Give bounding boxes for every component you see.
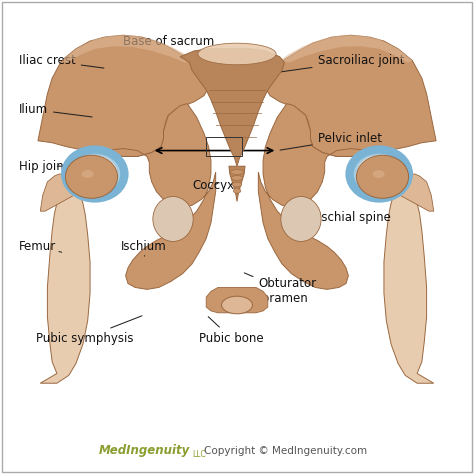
Text: MedIngenuity: MedIngenuity — [98, 444, 190, 457]
Ellipse shape — [82, 170, 93, 178]
Polygon shape — [396, 174, 434, 211]
Ellipse shape — [221, 296, 252, 314]
Ellipse shape — [153, 197, 193, 241]
Text: Pelvis & hip anatomy: Pelvis & hip anatomy — [14, 401, 247, 421]
Polygon shape — [384, 188, 434, 383]
Circle shape — [65, 155, 118, 198]
Polygon shape — [38, 35, 209, 156]
Polygon shape — [40, 174, 78, 211]
Polygon shape — [206, 287, 268, 313]
Text: Obturator
foramen: Obturator foramen — [244, 273, 317, 305]
Text: LLC: LLC — [192, 450, 206, 459]
Ellipse shape — [63, 147, 127, 201]
Text: Pubic bone: Pubic bone — [199, 317, 264, 345]
Text: Iliac crest: Iliac crest — [19, 54, 104, 68]
Text: Femur: Femur — [19, 240, 62, 253]
Ellipse shape — [233, 189, 241, 193]
Text: Ischial spine: Ischial spine — [294, 210, 391, 224]
Polygon shape — [40, 188, 90, 383]
Text: Base of sacrum: Base of sacrum — [123, 35, 214, 56]
Ellipse shape — [347, 147, 411, 201]
Text: Copyright © MedIngenuity.com: Copyright © MedIngenuity.com — [204, 446, 367, 456]
Text: Ischium: Ischium — [121, 240, 167, 256]
Circle shape — [356, 155, 409, 198]
Ellipse shape — [198, 43, 276, 65]
Ellipse shape — [230, 170, 244, 174]
Text: Sacroiliac joint: Sacroiliac joint — [280, 54, 404, 72]
Text: Hip joint: Hip joint — [19, 160, 85, 173]
Ellipse shape — [357, 155, 402, 192]
Ellipse shape — [231, 175, 243, 180]
Polygon shape — [258, 104, 370, 289]
Polygon shape — [62, 35, 194, 63]
Text: Ilium: Ilium — [19, 103, 92, 117]
Polygon shape — [280, 35, 412, 63]
Ellipse shape — [281, 197, 321, 241]
Ellipse shape — [72, 155, 118, 192]
Polygon shape — [104, 104, 216, 289]
Polygon shape — [180, 49, 284, 166]
Text: Coccyx: Coccyx — [192, 179, 234, 192]
Text: Pelvic inlet: Pelvic inlet — [280, 132, 382, 150]
Ellipse shape — [232, 182, 242, 187]
Polygon shape — [229, 166, 245, 201]
Polygon shape — [265, 35, 436, 156]
Text: Pubic symphysis: Pubic symphysis — [36, 316, 142, 345]
Ellipse shape — [373, 170, 385, 178]
